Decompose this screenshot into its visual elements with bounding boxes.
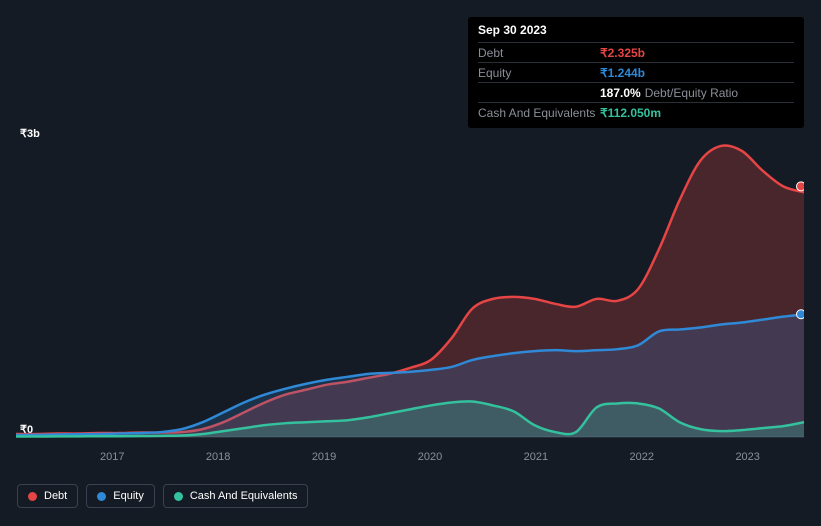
tooltip-row-label: Debt <box>478 46 600 60</box>
tooltip-row: Debt₹2.325b <box>478 42 794 62</box>
area-chart <box>16 141 804 447</box>
chart-tooltip: Sep 30 2023 Debt₹2.325bEquity₹1.244b187.… <box>468 17 804 128</box>
tooltip-row: Cash And Equivalents₹112.050m <box>478 102 794 122</box>
tooltip-row-label <box>478 86 600 100</box>
legend-swatch <box>28 492 37 501</box>
tooltip-row: 187.0% Debt/Equity Ratio <box>478 82 794 102</box>
legend-swatch <box>174 492 183 501</box>
x-axis: 2017 2018 2019 2020 2021 2022 2023 <box>100 451 760 463</box>
legend-label: Cash And Equivalents <box>190 490 298 502</box>
legend-swatch <box>97 492 106 501</box>
legend-item[interactable]: Cash And Equivalents <box>163 484 309 508</box>
tooltip-date: Sep 30 2023 <box>478 23 794 40</box>
legend-label: Debt <box>44 490 67 502</box>
tooltip-row-value: ₹112.050m <box>600 106 661 120</box>
x-axis-tick: 2018 <box>206 451 230 463</box>
x-axis-tick: 2023 <box>735 451 759 463</box>
x-axis-tick: 2021 <box>524 451 548 463</box>
tooltip-row-label: Cash And Equivalents <box>478 106 600 120</box>
legend-item[interactable]: Equity <box>86 484 155 508</box>
chart-legend: Debt Equity Cash And Equivalents <box>17 484 308 508</box>
tooltip-row-label: Equity <box>478 66 600 80</box>
tooltip-row-extra: Debt/Equity Ratio <box>645 86 738 100</box>
legend-item[interactable]: Debt <box>17 484 78 508</box>
x-axis-tick: 2017 <box>100 451 124 463</box>
legend-label: Equity <box>113 490 144 502</box>
y-axis-tick: ₹3b <box>20 127 40 140</box>
x-axis-tick: 2022 <box>630 451 654 463</box>
x-axis-tick: 2020 <box>418 451 442 463</box>
tooltip-row-value: 187.0% <box>600 86 641 100</box>
x-axis-tick: 2019 <box>312 451 336 463</box>
tooltip-row-value: ₹1.244b <box>600 66 645 80</box>
tooltip-row: Equity₹1.244b <box>478 62 794 82</box>
tooltip-row-value: ₹2.325b <box>600 46 645 60</box>
